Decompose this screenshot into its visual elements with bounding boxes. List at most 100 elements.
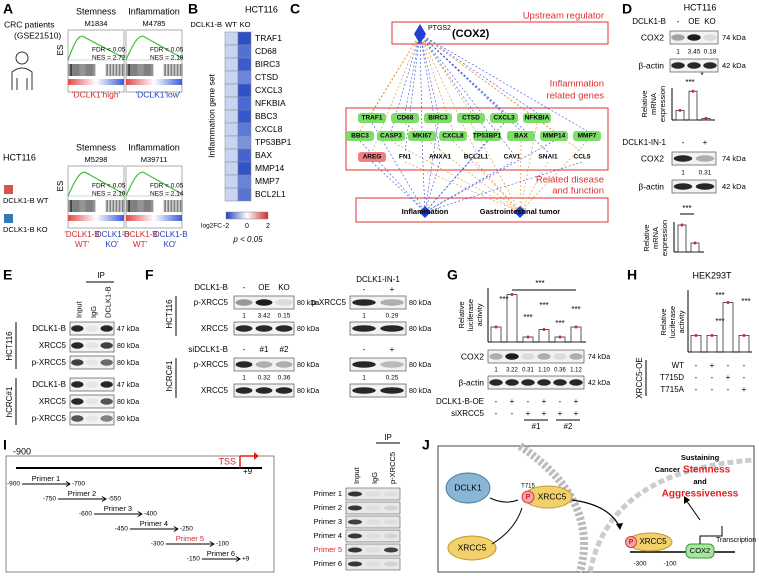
heat-cell [224,122,239,137]
label: luciferase [466,299,475,331]
gel-row [345,529,401,543]
band [348,547,362,553]
gene-node [358,113,386,123]
label: COX2 [461,351,484,361]
relation-edge [424,161,583,213]
protein-xrcc5 [447,535,497,561]
label: XRCC5 [538,491,567,501]
primer-arrowhead [209,541,215,547]
gel-row [345,557,401,571]
band [521,379,535,386]
label: 47 kDa [117,382,139,389]
label: NES = 2.18 [150,55,184,62]
label: XRCC5 [458,542,487,552]
label: -600 [79,511,92,518]
heat-cell [237,44,252,59]
relation-edge [404,33,421,114]
band [100,398,113,405]
band [348,561,362,567]
label: DCLK1-B [632,17,666,26]
label: BCL2L1 [255,189,286,199]
label: siDCLK1-B [188,345,228,354]
enrichment-curve [67,171,125,197]
tss-arrowhead [254,452,259,460]
label: - [695,373,698,382]
label: (COX2) [452,28,490,40]
label: -100 [216,541,229,548]
label: 0.32 [258,375,271,382]
label: related genes [546,91,604,102]
primer-arrowhead [101,496,107,502]
label: Relative [457,301,466,328]
band [352,361,376,368]
gene-node [540,131,568,141]
label: 1.12 [570,368,582,374]
gene-node [377,131,405,141]
primer-arrowhead [137,511,143,517]
label: - [511,409,514,418]
label: T715D [660,373,684,382]
bar-shape [722,302,734,353]
heat-cell [224,83,239,98]
label: activity [475,303,484,326]
relation-edge [419,33,423,132]
relation-edge [519,161,549,213]
cell-membrane [517,442,588,574]
label: *** [499,295,508,304]
label: KO' [163,240,177,249]
relation-edge [419,33,588,132]
label: CTSD [255,72,278,82]
heat-cell [237,148,252,163]
heat-cell [224,174,239,189]
label: DCLK1-B-OE [436,397,484,406]
primer-arrowhead [235,556,241,562]
label: *** [555,319,564,328]
label: WT' [133,240,147,249]
label: NES = 2.14 [150,191,184,198]
plot-frame [67,29,125,93]
dot [678,108,682,112]
label: 80 kDa [409,326,431,333]
label: NES = 2.72 [92,55,126,62]
label: and [693,477,707,486]
rank-bar [126,79,182,85]
blot [487,375,585,390]
label: XRCC5 [39,397,67,406]
label: 0.36 [554,368,566,374]
label: 80 kDa [117,399,139,406]
rank-bar [68,79,124,85]
label: #2 [564,422,573,431]
label: OE [258,283,270,292]
label: CD68 [397,115,414,122]
label: + [390,345,395,354]
label: MMP14 [543,133,566,140]
label: - [682,138,685,147]
band [537,379,551,386]
label: KO' [105,240,119,249]
band [553,379,567,386]
label: Primer 3 [104,504,132,513]
gene-node [507,131,535,141]
label: 0 [245,223,249,230]
relation-edge [390,140,521,213]
label: - [363,285,366,294]
label: BBC3 [255,111,277,121]
label: 'DCLK1-B [64,230,99,239]
label: -100 [663,561,676,568]
relation-edge [424,140,488,213]
relation-edge [371,161,426,213]
label: BIRC3 [428,115,448,122]
label: + [526,409,531,418]
label: Input [74,300,83,318]
blot [487,349,585,364]
label: *** [571,305,580,314]
label: 42 kDa [722,182,747,191]
blot [349,321,407,336]
label: - [677,17,680,26]
label: Inflammation [402,207,449,216]
primer-arrowhead [65,481,71,487]
band [505,379,519,386]
label: 2 [266,223,270,230]
label: J [422,437,430,453]
